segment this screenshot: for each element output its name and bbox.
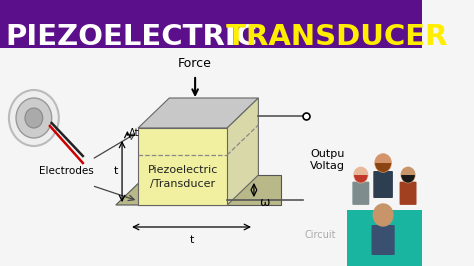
Bar bbox=[347, 48, 422, 266]
Circle shape bbox=[25, 108, 43, 128]
Polygon shape bbox=[138, 128, 227, 205]
Text: Circuit: Circuit bbox=[305, 230, 337, 240]
Circle shape bbox=[16, 98, 52, 138]
Text: TRANSDUCER: TRANSDUCER bbox=[216, 23, 447, 51]
Circle shape bbox=[9, 90, 59, 146]
Text: t: t bbox=[114, 167, 118, 177]
FancyBboxPatch shape bbox=[372, 225, 395, 255]
Wedge shape bbox=[354, 175, 368, 183]
Polygon shape bbox=[227, 98, 258, 205]
Text: Δt: Δt bbox=[129, 128, 140, 138]
Text: /Transducer: /Transducer bbox=[150, 179, 215, 189]
Polygon shape bbox=[116, 175, 258, 205]
FancyBboxPatch shape bbox=[400, 182, 417, 205]
Circle shape bbox=[401, 167, 415, 183]
Bar bbox=[0, 0, 422, 48]
Circle shape bbox=[354, 167, 368, 183]
Circle shape bbox=[374, 204, 393, 226]
Text: Voltag: Voltag bbox=[310, 161, 345, 171]
FancyBboxPatch shape bbox=[374, 171, 393, 198]
Polygon shape bbox=[138, 98, 258, 128]
Text: Force: Force bbox=[178, 57, 212, 70]
Bar bbox=[347, 210, 422, 266]
FancyBboxPatch shape bbox=[352, 182, 369, 205]
Polygon shape bbox=[138, 175, 281, 205]
Text: Electrodes: Electrodes bbox=[39, 167, 94, 177]
Polygon shape bbox=[138, 175, 258, 205]
Text: Piezoelectric: Piezoelectric bbox=[147, 165, 218, 175]
Text: t: t bbox=[189, 235, 194, 245]
Text: ω: ω bbox=[259, 196, 270, 209]
Wedge shape bbox=[401, 175, 415, 183]
Text: PIEZOELECTRIC: PIEZOELECTRIC bbox=[5, 23, 257, 51]
Circle shape bbox=[375, 154, 391, 172]
Text: Outpu: Outpu bbox=[310, 149, 345, 159]
Wedge shape bbox=[375, 163, 391, 172]
